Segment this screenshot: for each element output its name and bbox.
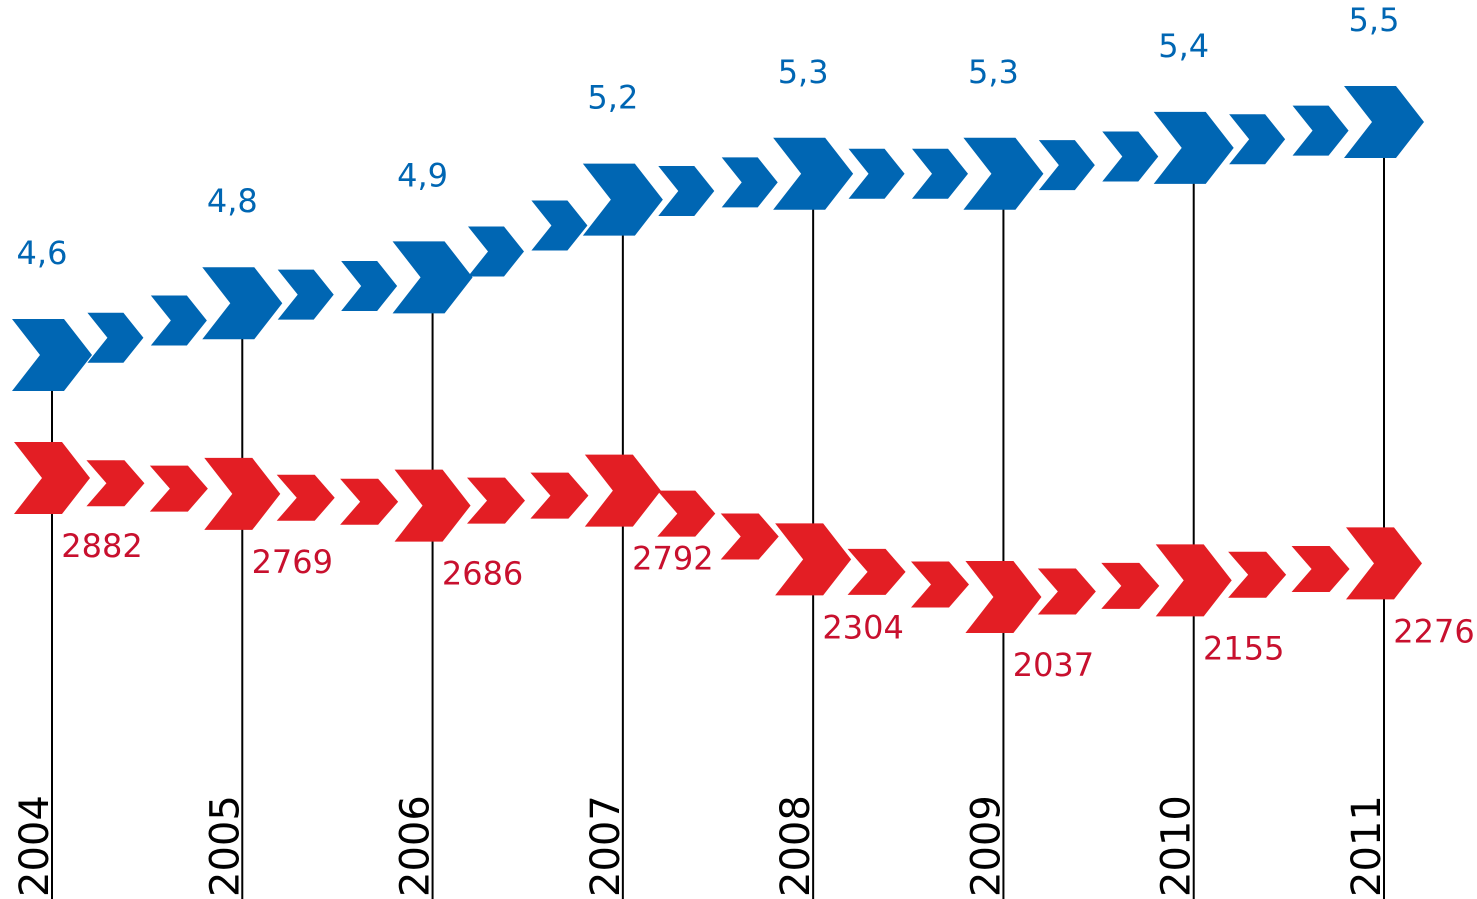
chevron bbox=[582, 163, 663, 236]
value-label: 2037 bbox=[1013, 646, 1094, 684]
value-label: 2882 bbox=[61, 527, 142, 565]
value-label: 2792 bbox=[632, 540, 713, 578]
connector-chevron bbox=[1291, 546, 1350, 593]
connector-chevron bbox=[721, 157, 778, 208]
connector-chevron bbox=[150, 295, 207, 346]
x-tick-label: 2007 bbox=[583, 795, 629, 897]
connector-chevron bbox=[657, 490, 716, 537]
connector-chevron bbox=[848, 148, 905, 199]
chevron bbox=[202, 267, 283, 340]
connector-chevron bbox=[276, 474, 335, 521]
chevron bbox=[204, 457, 281, 530]
x-tick-label: 2005 bbox=[202, 795, 248, 897]
connector-chevron bbox=[467, 477, 525, 524]
chevron bbox=[1346, 527, 1422, 600]
chevron bbox=[392, 241, 473, 314]
value-label: 5,4 bbox=[1158, 27, 1209, 65]
connector-chevron bbox=[847, 548, 906, 595]
connector-chevron bbox=[86, 460, 145, 507]
chevron bbox=[775, 523, 852, 596]
chevron bbox=[1344, 86, 1424, 158]
value-label: 5,5 bbox=[1349, 1, 1400, 39]
connector-chevron bbox=[341, 260, 398, 311]
x-tick-label: 2004 bbox=[12, 795, 58, 897]
chevron bbox=[1153, 111, 1234, 184]
chevron bbox=[963, 137, 1044, 210]
x-tick-label: 2011 bbox=[1344, 795, 1390, 897]
connector-chevron bbox=[277, 269, 334, 320]
connector-chevron bbox=[1037, 568, 1096, 615]
value-label: 5,2 bbox=[587, 79, 638, 117]
value-label: 2686 bbox=[442, 555, 523, 593]
value-label: 4,6 bbox=[17, 234, 68, 272]
connector-chevron bbox=[1101, 562, 1160, 609]
chevron bbox=[584, 454, 661, 527]
value-label: 5,3 bbox=[968, 53, 1019, 91]
connector-chevron bbox=[1038, 140, 1095, 191]
value-label: 2304 bbox=[822, 608, 903, 646]
x-tick-label: 2006 bbox=[393, 795, 439, 897]
connector-chevron bbox=[531, 200, 588, 251]
connector-chevron bbox=[1292, 105, 1349, 156]
chevron bbox=[965, 561, 1042, 633]
chevron bbox=[394, 469, 471, 542]
x-tick-label: 2010 bbox=[1154, 795, 1200, 897]
connector-chevron bbox=[530, 472, 589, 519]
value-label: 2155 bbox=[1203, 629, 1284, 667]
connector-chevron bbox=[149, 465, 208, 512]
value-label: 4,8 bbox=[207, 182, 258, 220]
x-tick-label: 2009 bbox=[963, 795, 1009, 897]
chevron bbox=[773, 137, 854, 210]
connector-chevron bbox=[87, 312, 144, 363]
connector-chevron bbox=[340, 478, 399, 525]
connector-chevron bbox=[912, 148, 968, 199]
connector-chevron bbox=[911, 561, 969, 608]
value-label: 5,3 bbox=[778, 53, 829, 91]
connector-chevron bbox=[1228, 551, 1287, 598]
value-label: 2276 bbox=[1393, 612, 1474, 650]
chevron bbox=[14, 442, 90, 514]
connector-chevron bbox=[1102, 131, 1159, 182]
x-tick-label: 2008 bbox=[773, 795, 819, 897]
value-label: 2769 bbox=[252, 543, 333, 581]
connector-chevron bbox=[468, 226, 524, 277]
chevron bbox=[12, 319, 92, 391]
connector-chevron bbox=[720, 513, 779, 560]
value-label: 4,9 bbox=[397, 156, 448, 194]
connector-chevron bbox=[658, 166, 715, 217]
chevron bbox=[1155, 544, 1232, 617]
connector-chevron bbox=[1229, 114, 1286, 165]
